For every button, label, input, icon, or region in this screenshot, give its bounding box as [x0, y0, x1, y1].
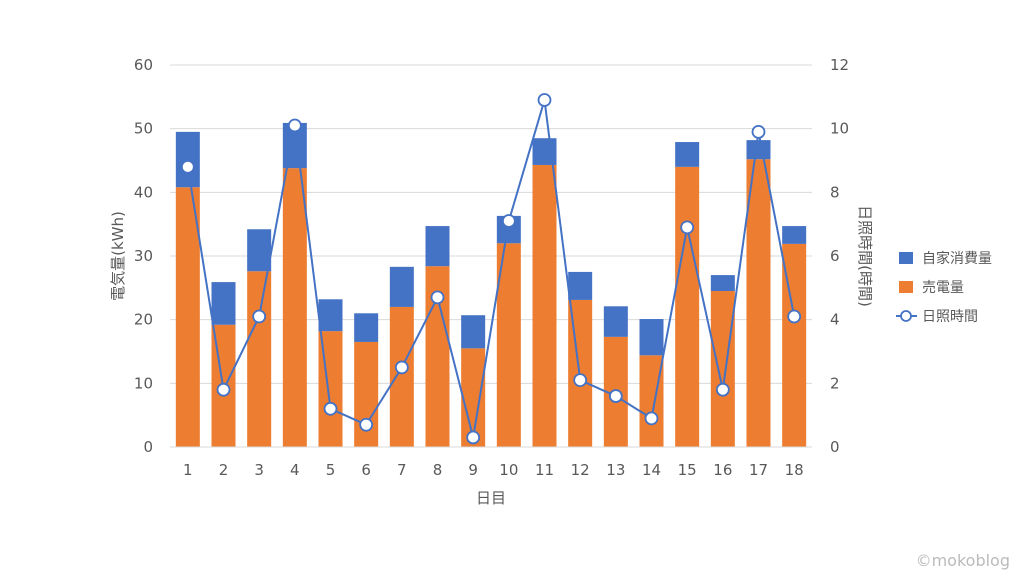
x-axis-label: 日目 — [476, 489, 506, 507]
y2-tick-label: 6 — [830, 247, 840, 265]
x-tick-label: 5 — [326, 461, 336, 479]
x-tick-label: 11 — [535, 461, 554, 479]
legend-label: 日照時間 — [922, 309, 978, 325]
bar-sold — [746, 159, 771, 447]
legend-marker — [900, 310, 912, 322]
bar-self — [318, 299, 343, 332]
y2-tick-label: 4 — [830, 311, 840, 329]
legend-swatch — [899, 252, 913, 264]
x-tick-label: 6 — [361, 461, 371, 479]
x-tick-label: 3 — [254, 461, 264, 479]
bar-self — [211, 282, 236, 325]
x-tick-label: 15 — [678, 461, 697, 479]
bar-self — [568, 271, 593, 300]
bar-sold — [496, 243, 521, 447]
x-tick-label: 7 — [397, 461, 407, 479]
sunshine-point — [430, 290, 445, 305]
bar-self — [782, 226, 807, 244]
bar-self — [354, 313, 379, 342]
bar-sold — [675, 166, 700, 447]
x-tick-label: 1 — [183, 461, 193, 479]
x-tick-label: 10 — [499, 461, 518, 479]
bar-self — [461, 315, 486, 349]
y-tick-label: 50 — [134, 120, 153, 138]
x-tick-label: 8 — [433, 461, 443, 479]
x-tick-label: 18 — [785, 461, 804, 479]
y-tick-label: 0 — [143, 438, 153, 456]
bar-sold — [389, 306, 414, 447]
bar-self — [247, 229, 272, 272]
y2-tick-label: 12 — [830, 56, 849, 74]
sunshine-point — [644, 411, 659, 426]
sunshine-point — [573, 373, 588, 388]
y-tick-label: 30 — [134, 247, 153, 265]
x-tick-label: 4 — [290, 461, 300, 479]
sunshine-point — [501, 214, 516, 228]
sunshine-point — [180, 159, 195, 174]
bar-self — [675, 142, 700, 167]
bar-sold — [175, 187, 200, 448]
sunshine-point — [680, 220, 695, 235]
legend-swatch — [899, 281, 913, 293]
x-tick-label: 14 — [642, 461, 661, 479]
y-tick-label: 40 — [134, 183, 153, 201]
sunshine-point — [323, 401, 338, 416]
x-tick-label: 16 — [713, 461, 732, 479]
y2-tick-label: 0 — [830, 438, 840, 456]
legend-label: 売電量 — [922, 280, 964, 296]
sunshine-line — [186, 99, 796, 438]
bar-sold — [247, 271, 272, 447]
y2-axis-label: 日照時間(時間) — [856, 205, 874, 307]
sunshine-point — [252, 309, 267, 324]
y-tick-label: 20 — [134, 311, 153, 329]
bar-self — [389, 266, 414, 307]
bar-sold — [710, 291, 735, 447]
y2-tick-label: 8 — [830, 183, 840, 201]
bar-self — [603, 306, 628, 337]
y2-tick-label: 10 — [830, 120, 849, 138]
sunshine-point — [359, 417, 374, 432]
sunshine-point — [787, 309, 802, 324]
sunshine-point — [537, 93, 552, 107]
y-axis-label: 電気量(kWh) — [109, 211, 127, 301]
sunshine-point — [466, 430, 481, 445]
sunshine-point — [715, 382, 730, 397]
bar-self — [710, 275, 735, 292]
x-tick-label: 2 — [219, 461, 229, 479]
bar-self — [746, 140, 771, 160]
sunshine-point — [216, 382, 231, 397]
x-tick-label: 9 — [468, 461, 478, 479]
bar-sold — [532, 164, 557, 447]
x-tick-label: 13 — [606, 461, 625, 479]
x-tick-label: 12 — [571, 461, 590, 479]
sunshine-point — [751, 124, 766, 139]
watermark: ©mokoblog — [915, 551, 1010, 570]
y2-tick-label: 2 — [830, 374, 840, 392]
sunshine-point — [287, 118, 302, 133]
y-tick-label: 60 — [134, 56, 153, 74]
bar-sold — [282, 168, 307, 447]
sunshine-point — [394, 360, 409, 375]
x-tick-label: 17 — [749, 461, 768, 479]
legend-label: 自家消費量 — [922, 250, 992, 267]
y-tick-label: 10 — [134, 374, 153, 392]
bar-self — [175, 131, 200, 188]
bar-self — [425, 226, 450, 267]
bar-self — [639, 319, 664, 356]
sunshine-point — [608, 389, 623, 403]
